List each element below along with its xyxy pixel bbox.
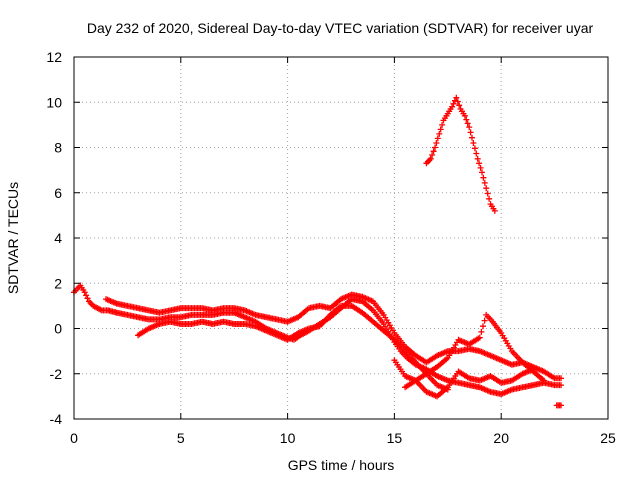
data-point: [439, 121, 446, 128]
data-point: [477, 164, 484, 171]
data-point: [433, 140, 440, 146]
x-tick-label: 15: [387, 430, 403, 446]
data-point: [437, 126, 444, 133]
data-point: [530, 366, 537, 373]
data-point: [558, 375, 564, 382]
data-point: [451, 97, 458, 104]
y-tick-label: -2: [50, 366, 63, 382]
x-tick-label: 10: [280, 430, 296, 446]
y-tick-label: -4: [50, 411, 63, 427]
data-point: [480, 323, 486, 330]
data-point: [476, 334, 483, 341]
data-point: [469, 134, 475, 141]
x-tick-label: 25: [600, 430, 616, 446]
data-point: [470, 140, 477, 146]
data-point: [558, 402, 564, 409]
data-point: [456, 102, 463, 109]
data-point: [491, 207, 498, 214]
data-point: [454, 98, 461, 105]
data-point: [486, 195, 493, 202]
data-points: [71, 94, 564, 409]
y-tick-label: 2: [54, 275, 62, 291]
y-tick-label: 12: [46, 49, 62, 65]
data-point: [84, 295, 91, 302]
data-point: [430, 148, 437, 155]
y-axis-label: SDTVAR / TECUs: [5, 182, 21, 294]
data-point: [474, 155, 481, 162]
data-point: [461, 112, 468, 119]
data-point: [434, 135, 441, 142]
data-point: [464, 120, 471, 127]
data-point: [450, 100, 457, 107]
data-point: [471, 145, 478, 152]
data-point: [558, 382, 564, 389]
data-point: [427, 155, 434, 162]
data-point: [540, 377, 547, 384]
data-point: [436, 130, 443, 137]
y-tick-label: 4: [54, 230, 62, 246]
data-point: [453, 94, 460, 101]
y-tick-label: 0: [54, 321, 62, 337]
data-point: [432, 144, 438, 151]
y-tick-label: 6: [54, 185, 62, 201]
data-point: [476, 160, 483, 167]
x-tick-label: 0: [70, 430, 78, 446]
y-tick-label: 8: [54, 140, 62, 156]
data-point: [463, 116, 470, 123]
data-point: [480, 174, 487, 181]
data-point: [466, 124, 473, 131]
data-point: [467, 129, 474, 136]
data-point: [481, 179, 488, 186]
data-point: [83, 292, 90, 299]
axis-ticks: 0 5 10 15 20 25 -4 -2 0 2 4 6 8 10 12: [46, 49, 616, 446]
x-tick-label: 5: [177, 430, 185, 446]
x-tick-label: 20: [493, 430, 509, 446]
data-point: [483, 185, 490, 192]
data-point: [473, 150, 480, 157]
chart-title: Day 232 of 2020, Sidereal Day-to-day VTE…: [87, 20, 594, 36]
x-axis-label: GPS time / hours: [288, 457, 395, 473]
data-point: [484, 190, 491, 197]
y-tick-label: 10: [46, 94, 62, 110]
data-point: [481, 317, 488, 324]
data-point: [478, 328, 485, 335]
data-point: [429, 152, 436, 158]
data-point: [479, 169, 485, 176]
